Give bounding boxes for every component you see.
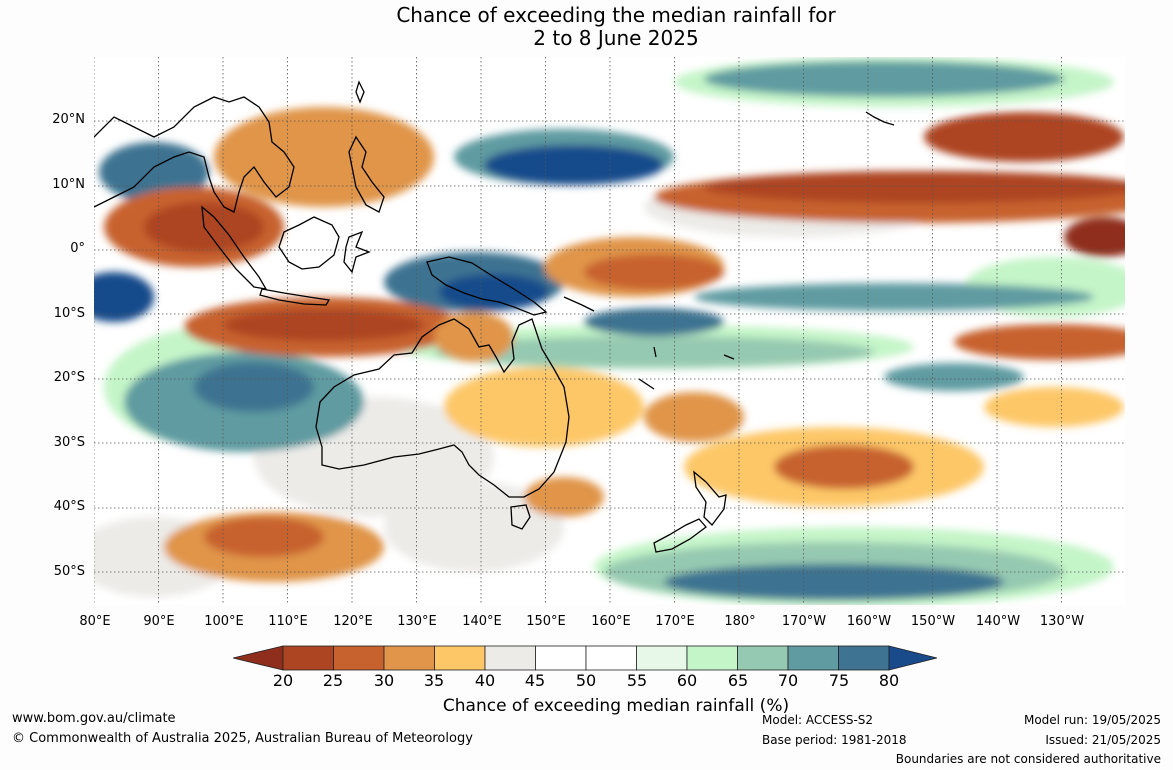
new-caledonia: [638, 378, 655, 390]
borneo-coast: [278, 216, 340, 270]
solomon-islands: [563, 296, 595, 312]
colorbar-segment: [838, 645, 890, 671]
title-line-2: 2 to 8 June 2025: [533, 26, 699, 50]
probability-field: [94, 57, 1125, 605]
colorbar-segment: [282, 645, 334, 671]
colorbar-tick-45: 45: [524, 671, 546, 690]
lon-label-80e: 80°E: [79, 614, 111, 629]
sumatra-coast: [201, 205, 268, 290]
colorbar-tick-35: 35: [423, 671, 445, 690]
colorbar-tick-80: 80: [878, 671, 900, 690]
colorbar-tick-25: 25: [322, 671, 344, 690]
colorbar-segment: [434, 645, 486, 671]
lon-label-150w: 150°W: [910, 614, 956, 629]
lon-label-90e: 90°E: [143, 614, 175, 629]
colorbar-tick-75: 75: [828, 671, 850, 690]
colorbar-tick-40: 40: [474, 671, 496, 690]
lon-label-170w: 170°W: [781, 614, 827, 629]
colorbar-tick-30: 30: [373, 671, 395, 690]
lon-label-110e: 110°E: [268, 614, 308, 629]
boundaries-disclaimer: Boundaries are not considered authoritat…: [895, 752, 1161, 766]
colorbar-segment: [636, 645, 688, 671]
lon-label-170e: 170°E: [655, 614, 695, 629]
philippines-coast: [348, 135, 385, 213]
lat-label-40s: 40°S: [53, 499, 85, 514]
australia-coast: [315, 318, 570, 498]
coastlines: [94, 80, 895, 553]
model-name: Model: ACCESS-S2: [762, 713, 874, 727]
lon-label-150e: 150°E: [526, 614, 566, 629]
lon-label-180: 180°: [724, 614, 756, 629]
colorbar-segment: [737, 645, 789, 671]
lat-label-20n: 20°N: [52, 112, 85, 127]
colorbar-extend-high: [888, 645, 938, 671]
colorbar-tick-20: 20: [272, 671, 294, 690]
lat-label-50s: 50°S: [53, 564, 85, 579]
colorbar-label: Chance of exceeding median rainfall (%): [442, 696, 790, 716]
hawaii-islands: [865, 111, 895, 126]
lon-label-140e: 140°E: [462, 614, 502, 629]
title-line-1: Chance of exceeding the median rainfall …: [396, 3, 836, 27]
colorbar-tick-60: 60: [676, 671, 698, 690]
lat-label-10n: 10°N: [52, 177, 85, 192]
tasmania-coast: [510, 504, 531, 530]
colorbar-extend-low: [233, 645, 284, 671]
colorbar-segment: [535, 645, 587, 671]
colorbar-segment: [787, 645, 839, 671]
colorbar: [233, 645, 938, 671]
lon-label-160w: 160°W: [846, 614, 892, 629]
colorbar-tick-70: 70: [777, 671, 799, 690]
colorbar-segment: [484, 645, 536, 671]
copyright-text: © Commonwealth of Australia 2025, Austra…: [12, 731, 473, 746]
sulawesi-coast: [343, 230, 371, 274]
base-period: Base period: 1981-2018: [762, 733, 907, 747]
lon-label-120e: 120°E: [333, 614, 373, 629]
rainfall-probability-map: [94, 57, 1125, 605]
lon-label-160e: 160°E: [591, 614, 631, 629]
nz-north-island: [693, 470, 727, 526]
vanuatu-islands: [653, 346, 657, 358]
graticule: [94, 57, 1125, 605]
java-coast: [259, 288, 331, 306]
mainland-asia-coast: [94, 96, 295, 213]
colorbar-segment: [333, 645, 385, 671]
colorbar-tick-55: 55: [626, 671, 648, 690]
colorbar-tick-50: 50: [575, 671, 597, 690]
lon-label-100e: 100°E: [204, 614, 244, 629]
nz-south-island: [653, 518, 707, 553]
fiji-islands: [723, 354, 735, 360]
issued-date: Issued: 21/05/2025: [1045, 733, 1161, 747]
lat-label-equator: 0°: [70, 241, 85, 256]
new-guinea-coast: [426, 256, 548, 316]
lat-label-30s: 30°S: [53, 435, 85, 450]
map-title: Chance of exceeding the median rainfall …: [0, 4, 1173, 50]
lon-label-130e: 130°E: [397, 614, 437, 629]
colorbar-segment: [585, 645, 637, 671]
lat-label-20s: 20°S: [53, 370, 85, 385]
lat-label-10s: 10°S: [53, 306, 85, 321]
lon-label-130w: 130°W: [1039, 614, 1085, 629]
colorbar-segment: [686, 645, 738, 671]
taiwan-coast: [355, 80, 365, 104]
colorbar-segment: [383, 645, 435, 671]
bom-url-link[interactable]: www.bom.gov.au/climate: [12, 711, 176, 726]
colorbar-tick-65: 65: [727, 671, 749, 690]
model-run-date: Model run: 19/05/2025: [1023, 713, 1161, 727]
lon-label-140w: 140°W: [975, 614, 1021, 629]
